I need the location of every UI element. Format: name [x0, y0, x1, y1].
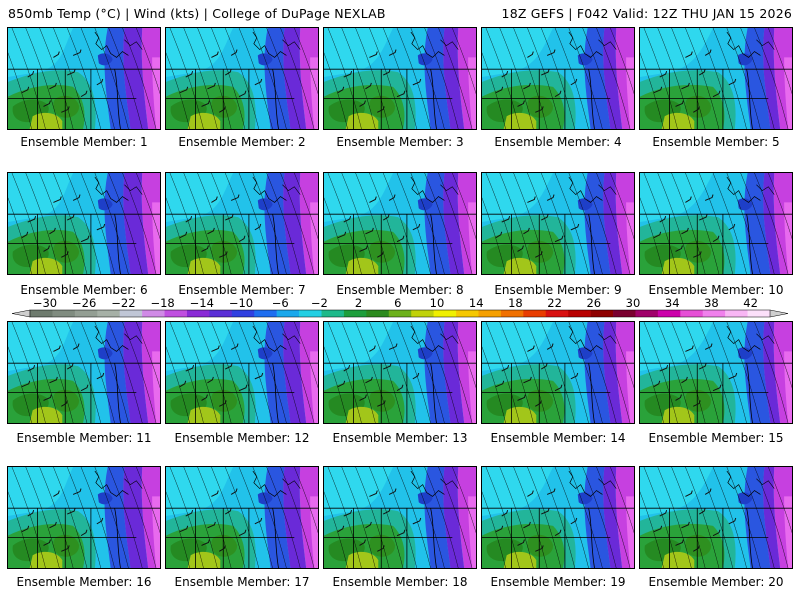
- colorbar-swatch: [478, 310, 502, 317]
- ensemble-panel-16: [7, 466, 161, 569]
- colorbar-tick-label: 38: [704, 296, 719, 310]
- colorbar-swatch: [388, 310, 412, 317]
- colorbar-swatch: [366, 310, 390, 317]
- colorbar-swatch: [702, 310, 726, 317]
- colorbar-tick-label: 26: [586, 296, 601, 310]
- ensemble-caption-3: Ensemble Member: 3: [336, 135, 464, 149]
- ensemble-panel-17: [165, 466, 319, 569]
- colorbar-swatch: [523, 310, 547, 317]
- colorbar-tick-label: 22: [547, 296, 562, 310]
- ensemble-panel-8: [323, 172, 477, 275]
- colorbar-swatch: [456, 310, 479, 317]
- ensemble-panel-18: [323, 466, 477, 569]
- ensemble-caption-19: Ensemble Member: 19: [490, 575, 626, 589]
- colorbar-tick-label: 34: [665, 296, 680, 310]
- ensemble-caption-15: Ensemble Member: 15: [648, 431, 784, 445]
- ensemble-panel-7: [165, 172, 319, 275]
- ensemble-panel-10: [639, 172, 793, 275]
- colorbar-tick-label: −30: [33, 296, 57, 310]
- colorbar-tick-label: 10: [430, 296, 445, 310]
- colorbar-swatch: [321, 310, 345, 317]
- colorbar-tick-label: −6: [272, 296, 289, 310]
- colorbar-swatch: [545, 310, 569, 317]
- ensemble-panel-11: [7, 321, 161, 424]
- colorbar-swatch: [433, 310, 457, 317]
- colorbar-swatch: [254, 310, 277, 317]
- colorbar-swatch: [411, 310, 434, 317]
- ensemble-caption-17: Ensemble Member: 17: [174, 575, 310, 589]
- ensemble-caption-13: Ensemble Member: 13: [332, 431, 468, 445]
- colorbar-tick-label: 18: [508, 296, 523, 310]
- ensemble-caption-14: Ensemble Member: 14: [490, 431, 626, 445]
- ensemble-caption-9: Ensemble Member: 9: [494, 283, 622, 297]
- colorbar-arrow-left: [11, 309, 31, 318]
- colorbar-swatch: [186, 310, 210, 317]
- ensemble-panel-19: [481, 466, 635, 569]
- ensemble-panel-9: [481, 172, 635, 275]
- colorbar-swatch: [725, 310, 748, 317]
- colorbar-tick-label: −2: [311, 296, 328, 310]
- ensemble-panel-1: [7, 27, 161, 130]
- ensemble-caption-1: Ensemble Member: 1: [20, 135, 148, 149]
- colorbar-swatch: [97, 310, 120, 317]
- ensemble-panel-12: [165, 321, 319, 424]
- colorbar-tick-label: −22: [111, 296, 135, 310]
- colorbar-swatch: [747, 310, 771, 317]
- colorbar-tick-label: −18: [150, 296, 174, 310]
- colorbar-swatch: [142, 310, 165, 317]
- ensemble-caption-20: Ensemble Member: 20: [648, 575, 784, 589]
- colorbar-tick-label: 14: [469, 296, 484, 310]
- ensemble-panel-14: [481, 321, 635, 424]
- colorbar-swatch: [500, 310, 524, 317]
- ensemble-panel-13: [323, 321, 477, 424]
- colorbar-swatch: [657, 310, 681, 317]
- header-title-left: 850mb Temp (°C) | Wind (kts) | College o…: [8, 6, 386, 21]
- colorbar-swatch: [231, 310, 255, 317]
- colorbar-swatch: [276, 310, 300, 317]
- ensemble-caption-2: Ensemble Member: 2: [178, 135, 306, 149]
- colorbar-swatch: [680, 310, 704, 317]
- colorbar-swatch: [613, 310, 636, 317]
- colorbar-swatch: [299, 310, 322, 317]
- ensemble-caption-18: Ensemble Member: 18: [332, 575, 468, 589]
- ensemble-caption-6: Ensemble Member: 6: [20, 283, 148, 297]
- ensemble-caption-5: Ensemble Member: 5: [652, 135, 780, 149]
- ensemble-panel-3: [323, 27, 477, 130]
- ensemble-caption-4: Ensemble Member: 4: [494, 135, 622, 149]
- colorbar-arrow-right: [769, 309, 789, 318]
- colorbar-swatch: [74, 310, 98, 317]
- ensemble-panel-15: [639, 321, 793, 424]
- ensemble-panel-4: [481, 27, 635, 130]
- ensemble-caption-10: Ensemble Member: 10: [648, 283, 784, 297]
- ensemble-caption-7: Ensemble Member: 7: [178, 283, 306, 297]
- colorbar-swatch: [52, 310, 76, 317]
- ensemble-panel-5: [639, 27, 793, 130]
- ensemble-panel-6: [7, 172, 161, 275]
- colorbar-tick-label: −14: [190, 296, 214, 310]
- colorbar-tick-label: −26: [72, 296, 96, 310]
- colorbar-swatch: [635, 310, 659, 317]
- ensemble-caption-8: Ensemble Member: 8: [336, 283, 464, 297]
- ensemble-panel-20: [639, 466, 793, 569]
- colorbar-swatch: [343, 310, 367, 317]
- colorbar-swatch: [119, 310, 143, 317]
- colorbar-tick-label: 30: [626, 296, 641, 310]
- colorbar-swatch: [590, 310, 614, 317]
- colorbar: −30 −26 −22 −18 −14 −10 −6 −2 2 6 10 14 18 22 26 30 34 38…: [11, 296, 789, 318]
- ensemble-caption-16: Ensemble Member: 16: [16, 575, 152, 589]
- ensemble-caption-11: Ensemble Member: 11: [16, 431, 152, 445]
- colorbar-tick-label: 2: [355, 296, 362, 310]
- colorbar-swatch: [209, 310, 233, 317]
- colorbar-swatch: [164, 310, 188, 317]
- colorbar-swatch: [568, 310, 591, 317]
- colorbar-tick-label: 6: [394, 296, 401, 310]
- colorbar-tick-label: 42: [743, 296, 758, 310]
- header-title-right: 18Z GEFS | F042 Valid: 12Z THU JAN 15 20…: [501, 6, 792, 21]
- colorbar-swatch: [30, 310, 53, 317]
- ensemble-panel-2: [165, 27, 319, 130]
- ensemble-caption-12: Ensemble Member: 12: [174, 431, 310, 445]
- colorbar-tick-label: −10: [229, 296, 253, 310]
